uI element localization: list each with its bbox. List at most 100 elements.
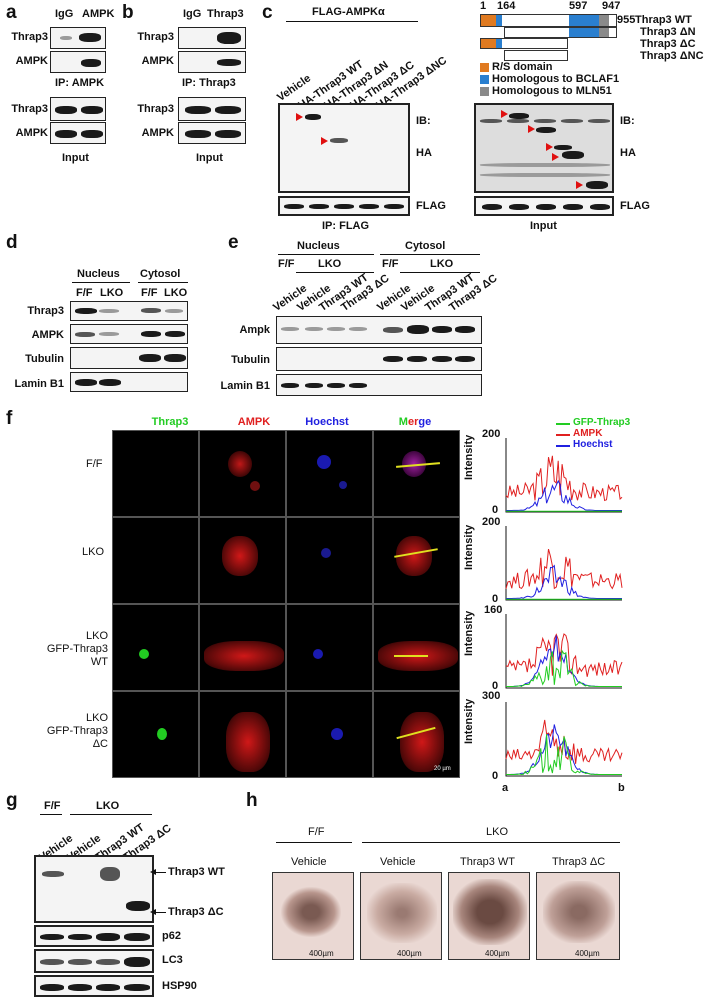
f-row-ff: F/F [86, 458, 103, 470]
col-label-igg-b: IgG [183, 8, 202, 20]
blot-b-thrap3-input [178, 97, 246, 121]
blot-e-laminb1 [276, 374, 482, 396]
row-label-thrap3-input-b: Thrap3 [137, 103, 174, 115]
f-plot-2-hoechst-line [506, 564, 622, 599]
c-header-line [286, 21, 418, 22]
g-row-p62: p62 [162, 930, 181, 942]
f-legend-ampk: AMPK [573, 428, 603, 439]
g-row-lc3: LC3 [162, 954, 183, 966]
f-plot-axis-2 [505, 526, 622, 601]
f-cell-lko-merge [373, 517, 460, 604]
f-plot-axis-3 [505, 614, 622, 689]
domain-num-164: 164 [497, 0, 516, 12]
h-photo-lko-wt: 400µm [448, 872, 530, 960]
construct-dn-bar [504, 27, 617, 38]
h-scale-1: 400µm [309, 949, 334, 958]
g-arrow-dc: Thrap3 ΔC [168, 906, 224, 918]
panel-label-b: b [122, 2, 134, 23]
e-lko-nucleus: LKO [318, 258, 342, 270]
e-line-lko-n [296, 272, 374, 273]
e-group-nucleus: Nucleus [297, 240, 340, 252]
f-plot-1-hoechst-line [506, 479, 622, 511]
f-plot-4-gfp-line [506, 734, 622, 776]
domain-num-947: 947 [602, 0, 621, 12]
blot-a-ampk-ip [50, 51, 106, 73]
row-label-thrap3: Thrap3 [11, 31, 48, 43]
d-lane-1: F/F [76, 287, 93, 299]
col-label-igg: IgG [55, 8, 74, 20]
row-label-ampk-input-b: AMPK [141, 127, 174, 139]
h-scale-2: 400µm [397, 949, 422, 958]
f-intensity-plots [505, 438, 623, 777]
f-cell-lko-ampk [199, 517, 286, 604]
e-ff-nucleus: F/F [278, 258, 295, 270]
construct-dn-label: Thrap3 ΔN [640, 26, 696, 38]
row-label-thrap3-input: Thrap3 [11, 103, 48, 115]
construct-dnc-label: Thrap3 ΔNC [640, 50, 704, 62]
f-y0-2: 0 [492, 593, 499, 605]
f-cell-lko-hoechst [286, 517, 373, 604]
h-cond-4: Thrap3 ΔC [552, 856, 606, 868]
blot-d-laminb1 [70, 372, 188, 392]
f-row-lko-wt: LKO GFP-Thrap3 WT [46, 630, 108, 668]
ip-label-a: IP: AMPK [55, 77, 105, 89]
f-plot-4-hoechst-line [506, 724, 622, 775]
f-ymax-4: 300 [482, 690, 501, 702]
d-group-nucleus: Nucleus [77, 268, 120, 280]
d-lane-4: LKO [164, 287, 188, 299]
h-photo-lko-vehicle: 400µm [360, 872, 442, 960]
f-cell-lko-thrap3 [112, 517, 199, 604]
c-input-ib-label: IB: [620, 115, 635, 127]
e-line-nucleus [278, 254, 374, 255]
g-arrow-dc-line [152, 912, 166, 913]
blot-d-thrap3 [70, 301, 188, 321]
f-cell-dc-thrap3 [112, 691, 199, 778]
c-input-ha-label: HA [620, 147, 636, 159]
g-arrow-wt-line [152, 872, 166, 873]
e-group-cytosol: Cytosol [405, 240, 446, 252]
e-line-lko-c [400, 272, 480, 273]
col-label-thrap3-b: Thrap3 [207, 8, 244, 20]
row-label-ampk-b: AMPK [141, 55, 174, 67]
f-legend-gfp: GFP-Thrap3 [573, 417, 631, 428]
f-ylabel-4: Intensity [463, 698, 475, 744]
f-plot-3-ampk-line [505, 633, 623, 677]
f-plot-2-ampk-line [505, 548, 623, 590]
h-line-ff [276, 842, 352, 843]
f-ylabel-2: Intensity [463, 524, 475, 570]
f-plot-axis-4 [505, 702, 622, 777]
d-line-nucleus [72, 282, 130, 283]
h-photo-ff-vehicle: 400µm [272, 872, 354, 960]
panel-label-d: d [6, 232, 18, 253]
d-row-tubulin: Tubulin [25, 353, 64, 365]
construct-dc-label: Thrap3 ΔC [640, 38, 696, 50]
f-xlabel-b: b [618, 782, 625, 794]
d-group-cytosol: Cytosol [140, 268, 181, 280]
f-ylabel-3: Intensity [463, 610, 475, 656]
f-cell-ff-ampk [199, 430, 286, 517]
blot-c-ip-flag [278, 196, 410, 216]
f-chan-merge: Merge [398, 416, 432, 428]
blot-b-thrap3-ip [178, 27, 246, 49]
f-cell-wt-hoechst [286, 604, 373, 691]
h-cond-1: Vehicle [291, 856, 327, 868]
domain-num-955: 955 [617, 14, 636, 26]
e-row-ampk: Ampk [239, 324, 270, 336]
f-cell-ff-merge [373, 430, 460, 517]
panel-label-g: g [6, 790, 18, 811]
row-label-thrap3-b: Thrap3 [137, 31, 174, 43]
d-row-laminb1: Lamin B1 [14, 378, 64, 390]
f-xlabel-a: a [502, 782, 509, 794]
f-chan-thrap3: Thrap3 [151, 416, 189, 428]
h-lko: LKO [486, 826, 509, 838]
f-cell-ff-thrap3 [112, 430, 199, 517]
f-ymax-2: 200 [482, 516, 501, 528]
h-scale-3: 400µm [485, 949, 510, 958]
construct-dnc-bar [504, 50, 568, 61]
f-cell-dc-ampk [199, 691, 286, 778]
f-ylabel-1: Intensity [463, 434, 475, 480]
legend-bclaf1: Homologous to BCLAF1 [492, 73, 620, 85]
blot-c-input-flag [474, 196, 614, 216]
f-y0-4: 0 [492, 770, 499, 782]
blot-g-hsp90 [34, 975, 154, 997]
